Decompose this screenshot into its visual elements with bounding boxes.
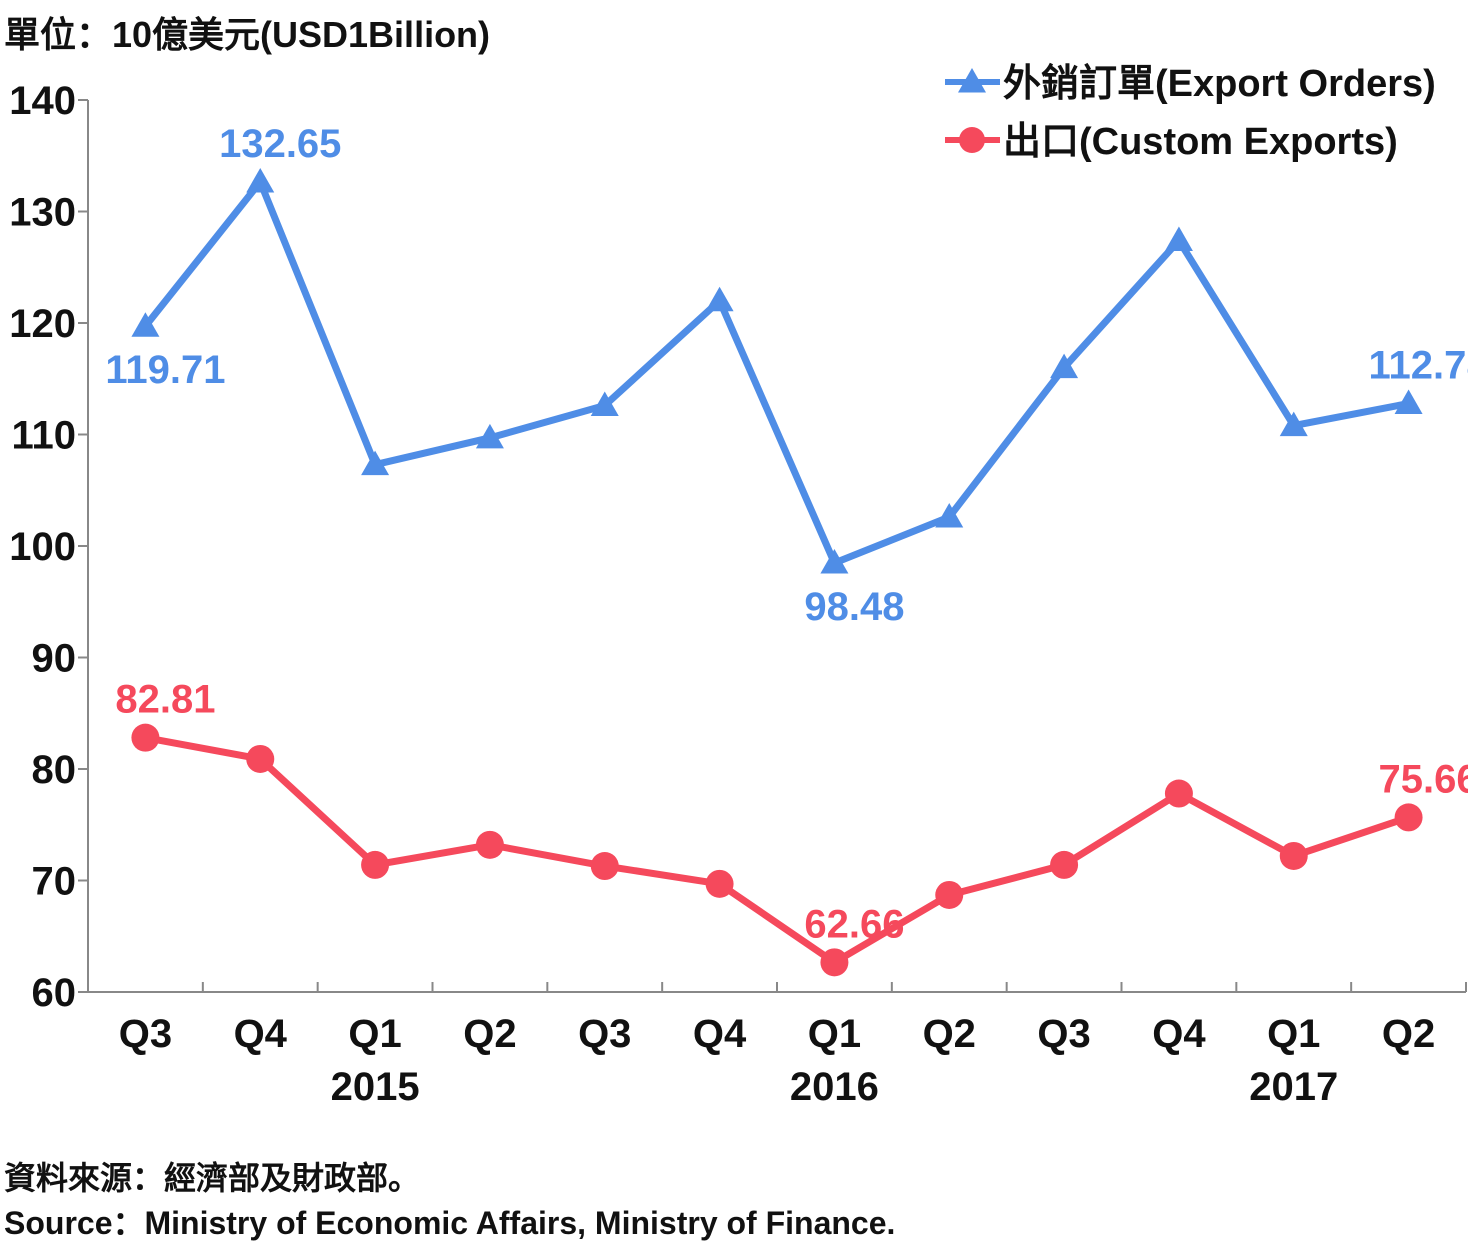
- legend-item-export-orders: 外銷訂單(Export Orders): [945, 63, 1436, 105]
- data-point: [1279, 841, 1308, 870]
- data-point: [935, 880, 964, 909]
- data-point: [131, 312, 160, 337]
- data-label: 98.48: [804, 585, 904, 629]
- legend-marker: [958, 68, 986, 93]
- data-point: [361, 450, 390, 476]
- data-point: [1394, 389, 1423, 415]
- data-label: 119.71: [105, 348, 225, 392]
- data-point: [590, 852, 619, 881]
- series-export-orders: [131, 167, 1423, 574]
- data-point: [820, 548, 849, 574]
- series-custom-exports: [131, 723, 1423, 977]
- data-point: [705, 869, 734, 898]
- chart-axes: 60 70 80 90 100 110 120 130 140 Q3 Q4 Q1 Q2 Q3 Q4 Q1 Q2 Q…: [9, 79, 1467, 1109]
- x-tick-label: Q3: [578, 1012, 631, 1056]
- chart-legend: 外銷訂單(Export Orders) 出口(Custom Exports): [945, 63, 1436, 163]
- x-year-label: 2017: [1249, 1065, 1338, 1109]
- data-point: [246, 167, 275, 193]
- data-point: [1394, 803, 1423, 832]
- data-point: [820, 948, 849, 977]
- data-point: [1279, 411, 1308, 437]
- source-note-en: Source：Ministry of Economic Affairs, Min…: [4, 1205, 896, 1241]
- data-point: [590, 391, 619, 417]
- data-point: [131, 723, 160, 752]
- legend-label: 外銷訂單(Export Orders): [1003, 63, 1436, 105]
- data-point: [1164, 226, 1193, 251]
- y-tick-label: 60: [32, 971, 77, 1015]
- y-tick-label: 80: [32, 748, 77, 792]
- x-tick-label: Q2: [1382, 1012, 1435, 1056]
- series-line: [142, 175, 1410, 568]
- y-tick-label: 130: [9, 191, 76, 235]
- data-point: [361, 850, 390, 879]
- y-tick-label: 120: [9, 302, 76, 346]
- data-labels: 119.71 132.65 98.48 112.78 82.81 62.66 75.66: [105, 122, 1468, 946]
- x-tick-label: Q4: [1152, 1012, 1206, 1056]
- legend-marker: [959, 127, 985, 153]
- x-tick-label: Q1: [1267, 1012, 1320, 1056]
- unit-label: 單位：10億美元(USD1Billion): [4, 14, 491, 55]
- data-point: [1050, 850, 1079, 879]
- data-point: [475, 830, 504, 859]
- data-label: 112.78: [1369, 344, 1468, 388]
- y-tick-label: 100: [9, 525, 76, 569]
- data-label: 62.66: [804, 902, 904, 946]
- source-note-zh: 資料來源：經濟部及財政部。: [4, 1160, 421, 1196]
- y-tick-label: 70: [32, 860, 77, 904]
- x-year-label: 2015: [331, 1065, 420, 1109]
- data-point: [246, 744, 275, 773]
- y-tick-label: 110: [11, 414, 76, 458]
- x-tick-label: Q3: [119, 1012, 172, 1056]
- x-year-label: 2016: [790, 1065, 879, 1109]
- x-tick-label: Q1: [348, 1012, 401, 1056]
- data-point: [1050, 353, 1079, 379]
- x-tick-label: Q1: [808, 1012, 861, 1056]
- x-tick-label: Q3: [1037, 1012, 1090, 1056]
- data-label: 75.66: [1379, 757, 1468, 801]
- data-label: 82.81: [115, 678, 215, 722]
- y-tick-label: 140: [9, 79, 76, 123]
- legend-item-custom-exports: 出口(Custom Exports): [945, 121, 1398, 163]
- data-label: 132.65: [219, 122, 341, 166]
- x-tick-label: Q4: [693, 1012, 747, 1056]
- legend-label: 出口(Custom Exports): [1003, 121, 1398, 163]
- data-point: [705, 286, 734, 312]
- series-line: [144, 734, 1410, 967]
- y-tick-label: 90: [32, 637, 77, 681]
- data-point: [935, 503, 964, 528]
- data-point: [1164, 779, 1193, 808]
- data-point: [475, 423, 504, 449]
- chart-series: [131, 167, 1423, 977]
- x-tick-label: Q4: [234, 1012, 288, 1056]
- x-tick-label: Q2: [923, 1012, 976, 1056]
- x-tick-label: Q2: [463, 1012, 516, 1056]
